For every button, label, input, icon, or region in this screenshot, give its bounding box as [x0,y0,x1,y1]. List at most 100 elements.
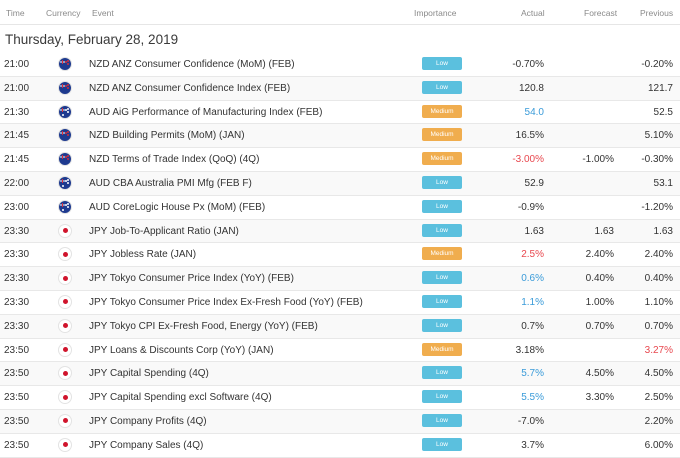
event-time: 23:50 [4,439,30,451]
event-name[interactable]: NZD Terms of Trade Index (QoQ) (4Q) [89,154,260,166]
event-time: 23:50 [4,415,30,427]
previous-value: 1.63 [653,225,673,237]
event-name[interactable]: JPY Job-To-Applicant Ratio (JAN) [89,225,239,237]
event-name[interactable]: JPY Capital Spending excl Software (4Q) [89,392,272,404]
table-row[interactable]: 23:30 JPY Tokyo Consumer Price Index Ex-F… [0,290,680,315]
table-row[interactable]: 23:50 JPY Company Profits (4Q) Low -7.0% 2.2… [0,409,680,434]
header-forecast[interactable]: Forecast [584,8,618,18]
header-importance[interactable]: Importance [414,8,457,18]
forecast-value: 2.40% [585,249,614,261]
forecast-value: 1.63 [594,225,614,237]
header-previous[interactable]: Previous [640,8,674,18]
actual-value: 0.7% [521,320,544,332]
actual-value: 0.6% [521,273,544,285]
event-name[interactable]: AUD CBA Australia PMI Mfg (FEB F) [89,177,252,189]
events-table: 21:00 NZD ANZ Consumer Confidence (MoM) (… [0,53,680,458]
jp-flag-icon [59,367,71,380]
event-time: 23:00 [4,201,30,213]
event-name[interactable]: AUD CoreLogic House Px (MoM) (FEB) [89,201,266,213]
event-name[interactable]: JPY Tokyo Consumer Price Index Ex-Fresh … [89,296,363,308]
event-name[interactable]: NZD Building Permits (MoM) (JAN) [89,130,245,142]
actual-value: 3.18% [515,344,544,356]
event-time: 23:50 [4,368,30,380]
event-time: 21:45 [4,130,30,142]
actual-value: -7.0% [517,415,544,427]
header-actual[interactable]: Actual [521,8,545,18]
previous-value: 2.40% [644,249,673,261]
jp-flag-icon [59,295,71,308]
au-flag-icon [59,200,71,213]
jp-flag-icon [59,248,71,261]
actual-value: 120.8 [518,82,544,94]
table-row[interactable]: 21:00 NZD ANZ Consumer Confidence Index (… [0,76,680,101]
previous-value: -1.20% [641,201,673,213]
event-name[interactable]: JPY Company Profits (4Q) [89,415,207,427]
actual-value: 16.5% [515,130,544,142]
table-row[interactable]: 23:30 JPY Tokyo Consumer Price Index (YoY… [0,267,680,291]
event-name[interactable]: JPY Company Sales (4Q) [89,439,204,451]
importance-badge: Medium [422,128,462,142]
au-flag-icon [59,176,71,189]
table-row[interactable]: 23:30 JPY Job-To-Applicant Ratio (JAN) Low… [0,219,680,244]
jp-flag-icon [59,391,71,404]
table-row[interactable]: 21:30 AUD AiG Performance of Manufacturin… [0,100,680,125]
header-currency[interactable]: Currency [46,8,81,18]
date-heading: Thursday, February 28, 2019 [0,24,680,54]
event-time: 21:00 [4,82,30,94]
actual-value: 1.63 [524,225,544,237]
event-time: 23:30 [4,296,30,308]
event-name[interactable]: JPY Loans & Discounts Corp (YoY) (JAN) [89,344,274,356]
importance-badge: Low [422,223,462,237]
table-row[interactable]: 21:00 NZD ANZ Consumer Confidence (MoM) (… [0,53,680,77]
table-row[interactable]: 21:45 NZD Terms of Trade Index (QoQ) (4Q)… [0,148,680,172]
importance-badge: Low [422,271,462,285]
forecast-value: 3.30% [585,392,614,404]
actual-value: 52.9 [524,177,544,189]
event-time: 21:30 [4,106,30,118]
table-row[interactable]: 22:00 AUD CBA Australia PMI Mfg (FEB F) Lo… [0,171,680,196]
header-event[interactable]: Event [92,8,114,18]
jp-flag-icon [59,438,71,451]
header-time[interactable]: Time [6,8,25,18]
actual-value: -0.70% [512,59,544,70]
event-name[interactable]: JPY Jobless Rate (JAN) [89,249,197,261]
importance-badge: Low [422,413,462,427]
table-row[interactable]: 21:45 NZD Building Permits (MoM) (JAN) Med… [0,124,680,149]
table-row[interactable]: 23:30 JPY Jobless Rate (JAN) Medium 2.5% 2.4… [0,243,680,268]
table-row[interactable]: 23:00 AUD CoreLogic House Px (MoM) (FEB) L… [0,195,680,220]
actual-value: 5.7% [521,368,544,380]
event-name[interactable]: NZD ANZ Consumer Confidence Index (FEB) [89,82,291,94]
event-time: 23:30 [4,320,30,332]
event-name[interactable]: JPY Tokyo Consumer Price Index (YoY) (FE… [89,273,294,285]
actual-value: -3.00% [512,154,544,166]
importance-badge: Low [422,57,462,70]
nz-flag-icon [59,129,71,142]
table-row[interactable]: 23:50 JPY Capital Spending excl Software … [0,386,680,410]
forecast-value: 0.70% [585,320,614,332]
importance-badge: Medium [422,104,462,118]
previous-value: -0.20% [641,59,673,70]
event-time: 23:50 [4,392,30,404]
jp-flag-icon [59,272,71,285]
event-time: 23:30 [4,249,30,261]
event-time: 23:30 [4,225,30,237]
actual-value: 3.7% [521,439,544,451]
event-name[interactable]: JPY Tokyo CPI Ex-Fresh Food, Energy (YoY… [89,320,318,332]
importance-badge: Medium [422,247,462,261]
table-row[interactable]: 23:50 JPY Loans & Discounts Corp (YoY) (J… [0,338,680,363]
importance-badge: Low [422,294,462,308]
previous-value: 53.1 [653,177,673,189]
table-row[interactable]: 23:50 JPY Company Sales (4Q) Low 3.7% 6.00% [0,433,680,458]
event-name[interactable]: JPY Capital Spending (4Q) [89,368,209,380]
date-heading-text: Thursday, February 28, 2019 [5,32,179,47]
previous-value: 0.70% [644,320,673,332]
forecast-value: 1.00% [585,296,614,308]
actual-value: 5.5% [521,392,544,404]
table-row[interactable]: 23:30 JPY Tokyo CPI Ex-Fresh Food, Energy… [0,314,680,339]
table-row[interactable]: 23:50 JPY Capital Spending (4Q) Low 5.7% 4.5… [0,362,680,387]
forecast-value: -1.00% [582,154,614,166]
event-name[interactable]: NZD ANZ Consumer Confidence (MoM) (FEB) [89,59,295,70]
event-name[interactable]: AUD AiG Performance of Manufacturing Ind… [89,106,323,118]
nz-flag-icon [59,58,71,70]
table-header: Time Currency Event Importance Actual Fo… [0,0,680,24]
